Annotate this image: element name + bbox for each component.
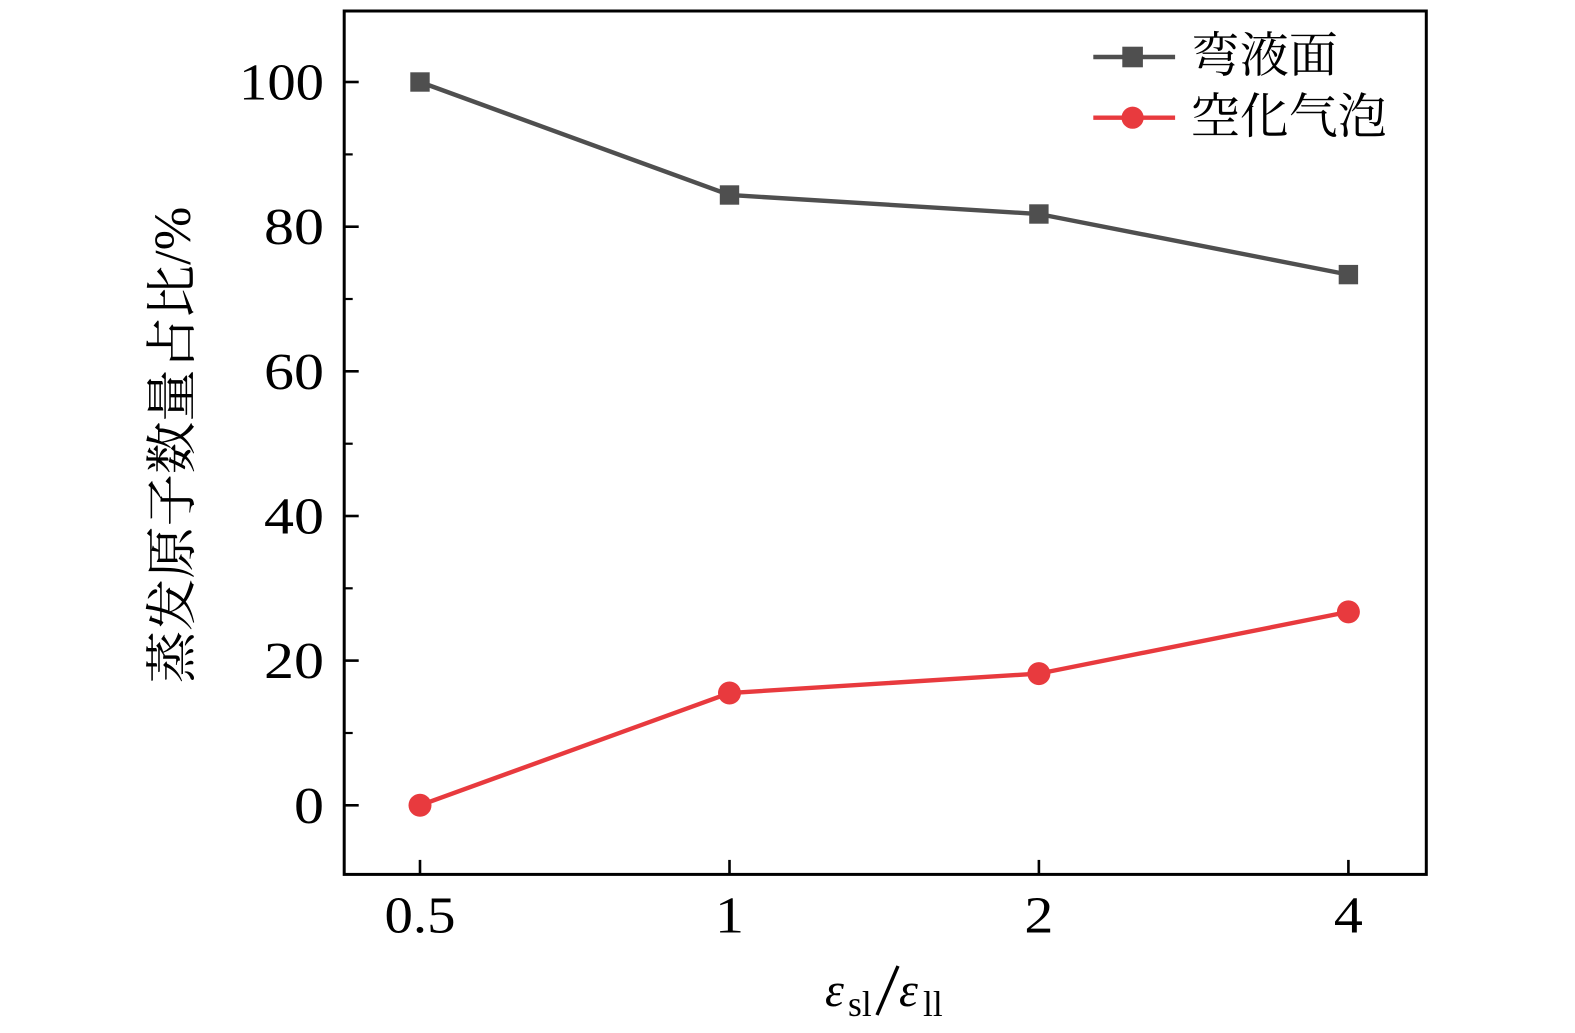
svg-text:2: 2 bbox=[1024, 888, 1053, 945]
svg-text:0.5: 0.5 bbox=[385, 888, 456, 945]
svg-text:ε: ε bbox=[899, 964, 918, 1017]
svg-text:4: 4 bbox=[1334, 888, 1363, 945]
svg-text:80: 80 bbox=[264, 199, 324, 256]
svg-text:60: 60 bbox=[264, 344, 324, 401]
svg-text:sl: sl bbox=[848, 984, 872, 1024]
svg-text:100: 100 bbox=[239, 55, 324, 112]
svg-text:20: 20 bbox=[264, 633, 324, 690]
svg-text:40: 40 bbox=[264, 489, 324, 546]
svg-text:0: 0 bbox=[294, 778, 324, 835]
svg-text:ε: ε bbox=[825, 964, 844, 1017]
svg-text:ll: ll bbox=[923, 984, 943, 1024]
svg-text:1: 1 bbox=[715, 888, 744, 945]
svg-text:/%: /% bbox=[144, 207, 202, 265]
